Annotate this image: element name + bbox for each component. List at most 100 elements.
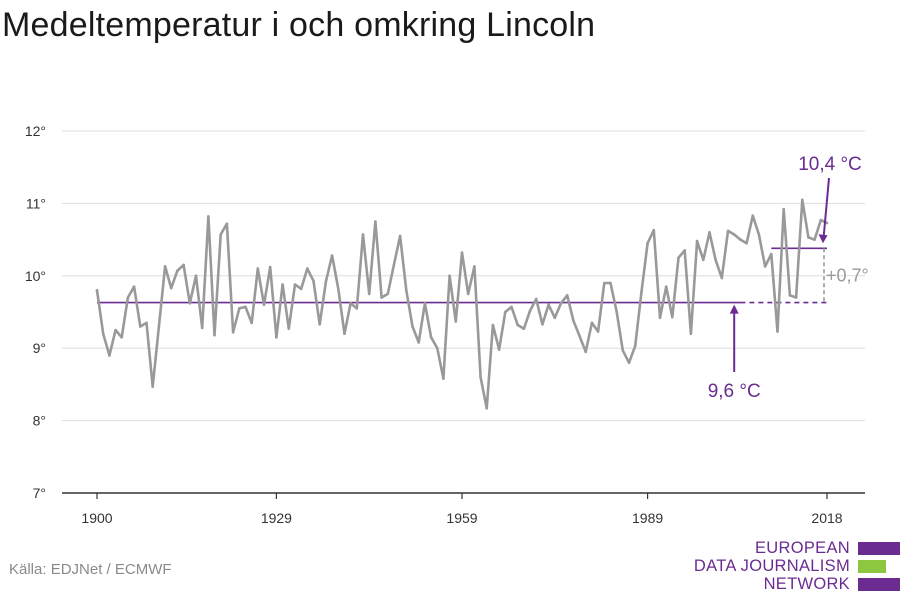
data-point-1916 (194, 274, 198, 278)
data-point-1948 (392, 263, 396, 267)
data-point-2011 (782, 207, 785, 211)
baseline-arrow-head (729, 304, 739, 314)
data-point-1903 (114, 328, 117, 332)
data-point-2005 (745, 241, 748, 245)
data-point-1925 (250, 321, 253, 325)
data-point-1968 (516, 323, 519, 327)
data-point-1976 (565, 294, 569, 297)
data-point-1942 (355, 307, 359, 310)
data-point-1955 (435, 346, 439, 350)
data-point-1934 (306, 267, 309, 270)
data-point-1995 (683, 249, 687, 252)
data-point-1996 (689, 332, 693, 336)
data-point-1936 (318, 323, 322, 326)
data-point-1900 (95, 288, 99, 292)
data-point-1928 (268, 265, 272, 269)
data-point-1970 (528, 309, 532, 312)
data-point-2018 (825, 221, 829, 225)
x-tick-label-1929: 1929 (261, 510, 292, 526)
data-point-1933 (299, 287, 303, 291)
y-tick-label-11: 11° (26, 195, 46, 211)
data-point-1950 (405, 288, 408, 292)
data-point-1924 (244, 305, 247, 309)
data-point-1939 (336, 287, 340, 291)
data-point-1927 (262, 303, 266, 307)
data-point-1978 (578, 334, 581, 338)
data-point-1929 (275, 336, 278, 339)
data-point-1943 (361, 233, 365, 236)
source-note: Källa: EDJNet / ECMWF (9, 561, 172, 578)
gridlines (62, 130, 865, 422)
recent-arrow-head (818, 234, 828, 244)
data-point-1957 (448, 274, 451, 278)
logo-line-european: EUROPEAN (754, 539, 850, 557)
data-point-1940 (343, 332, 346, 336)
chart-title: Medeltemperatur i och omkring Lincoln (2, 6, 596, 44)
data-point-1984 (615, 310, 618, 314)
y-tick-label-12: 12° (25, 123, 46, 139)
data-point-2014 (800, 198, 804, 202)
data-point-1964 (491, 323, 495, 327)
data-point-1954 (429, 336, 433, 339)
data-point-1961 (473, 265, 476, 268)
recent-mean-label: 10,4 °C (798, 154, 862, 175)
data-point-1975 (559, 302, 563, 305)
data-point-1999 (708, 231, 711, 234)
annotations: 9,6 °C 10,4 °C +0,7° (708, 154, 869, 402)
data-point-1967 (510, 305, 513, 309)
y-tick-label-9: 9° (33, 340, 46, 356)
data-point-1982 (602, 281, 606, 285)
data-point-1969 (522, 327, 526, 330)
data-point-1930 (281, 283, 284, 286)
data-point-2015 (807, 236, 810, 239)
data-point-1914 (182, 263, 185, 267)
data-point-2002 (726, 229, 730, 233)
data-point-1959 (460, 251, 464, 254)
data-point-1952 (417, 341, 420, 344)
data-point-1971 (534, 297, 538, 301)
data-point-2009 (770, 252, 773, 256)
data-point-1981 (596, 330, 600, 333)
data-point-1987 (633, 344, 637, 348)
data-point-1946 (380, 296, 383, 299)
logo-bar-purple-top (858, 542, 900, 555)
data-point-2004 (739, 238, 742, 241)
data-point-1909 (151, 385, 154, 388)
temperature-line (95, 198, 829, 410)
data-point-2008 (763, 265, 767, 268)
recent-arrow-shaft (822, 177, 830, 236)
data-point-1902 (108, 354, 111, 357)
data-point-1963 (485, 406, 489, 410)
data-point-1966 (504, 310, 507, 314)
data-point-1908 (145, 321, 148, 325)
data-point-1919 (213, 333, 216, 337)
data-point-2000 (714, 258, 717, 262)
difference-label: +0,7° (826, 265, 869, 285)
data-point-1920 (219, 233, 223, 236)
line-chart: 7° 8° 9° 10° 11° 12° 1900 1929 1959 1989 2018 9,6… (25, 123, 869, 526)
data-point-1922 (231, 330, 235, 334)
data-point-2007 (757, 233, 761, 236)
data-point-1949 (398, 234, 402, 238)
data-point-1938 (330, 254, 334, 257)
data-point-1994 (677, 256, 680, 260)
data-point-1935 (312, 279, 315, 283)
data-point-1945 (374, 220, 377, 223)
data-point-1990 (652, 228, 656, 232)
data-point-1958 (454, 320, 458, 323)
data-point-1980 (590, 321, 594, 325)
data-point-1985 (621, 349, 625, 352)
y-axis: 7° 8° 9° 10° 11° 12° (25, 123, 46, 501)
x-tick-label-2018: 2018 (811, 510, 842, 526)
data-point-2012 (788, 294, 792, 297)
data-point-2003 (732, 233, 736, 236)
data-point-2017 (819, 218, 823, 222)
data-point-2016 (813, 238, 816, 241)
data-point-1956 (442, 377, 445, 380)
data-point-1913 (176, 269, 179, 273)
data-point-2010 (776, 330, 779, 333)
logo-bar-green (858, 560, 886, 573)
data-point-1953 (423, 302, 427, 305)
data-point-1915 (188, 302, 192, 305)
y-tick-label-7: 7° (33, 485, 46, 501)
